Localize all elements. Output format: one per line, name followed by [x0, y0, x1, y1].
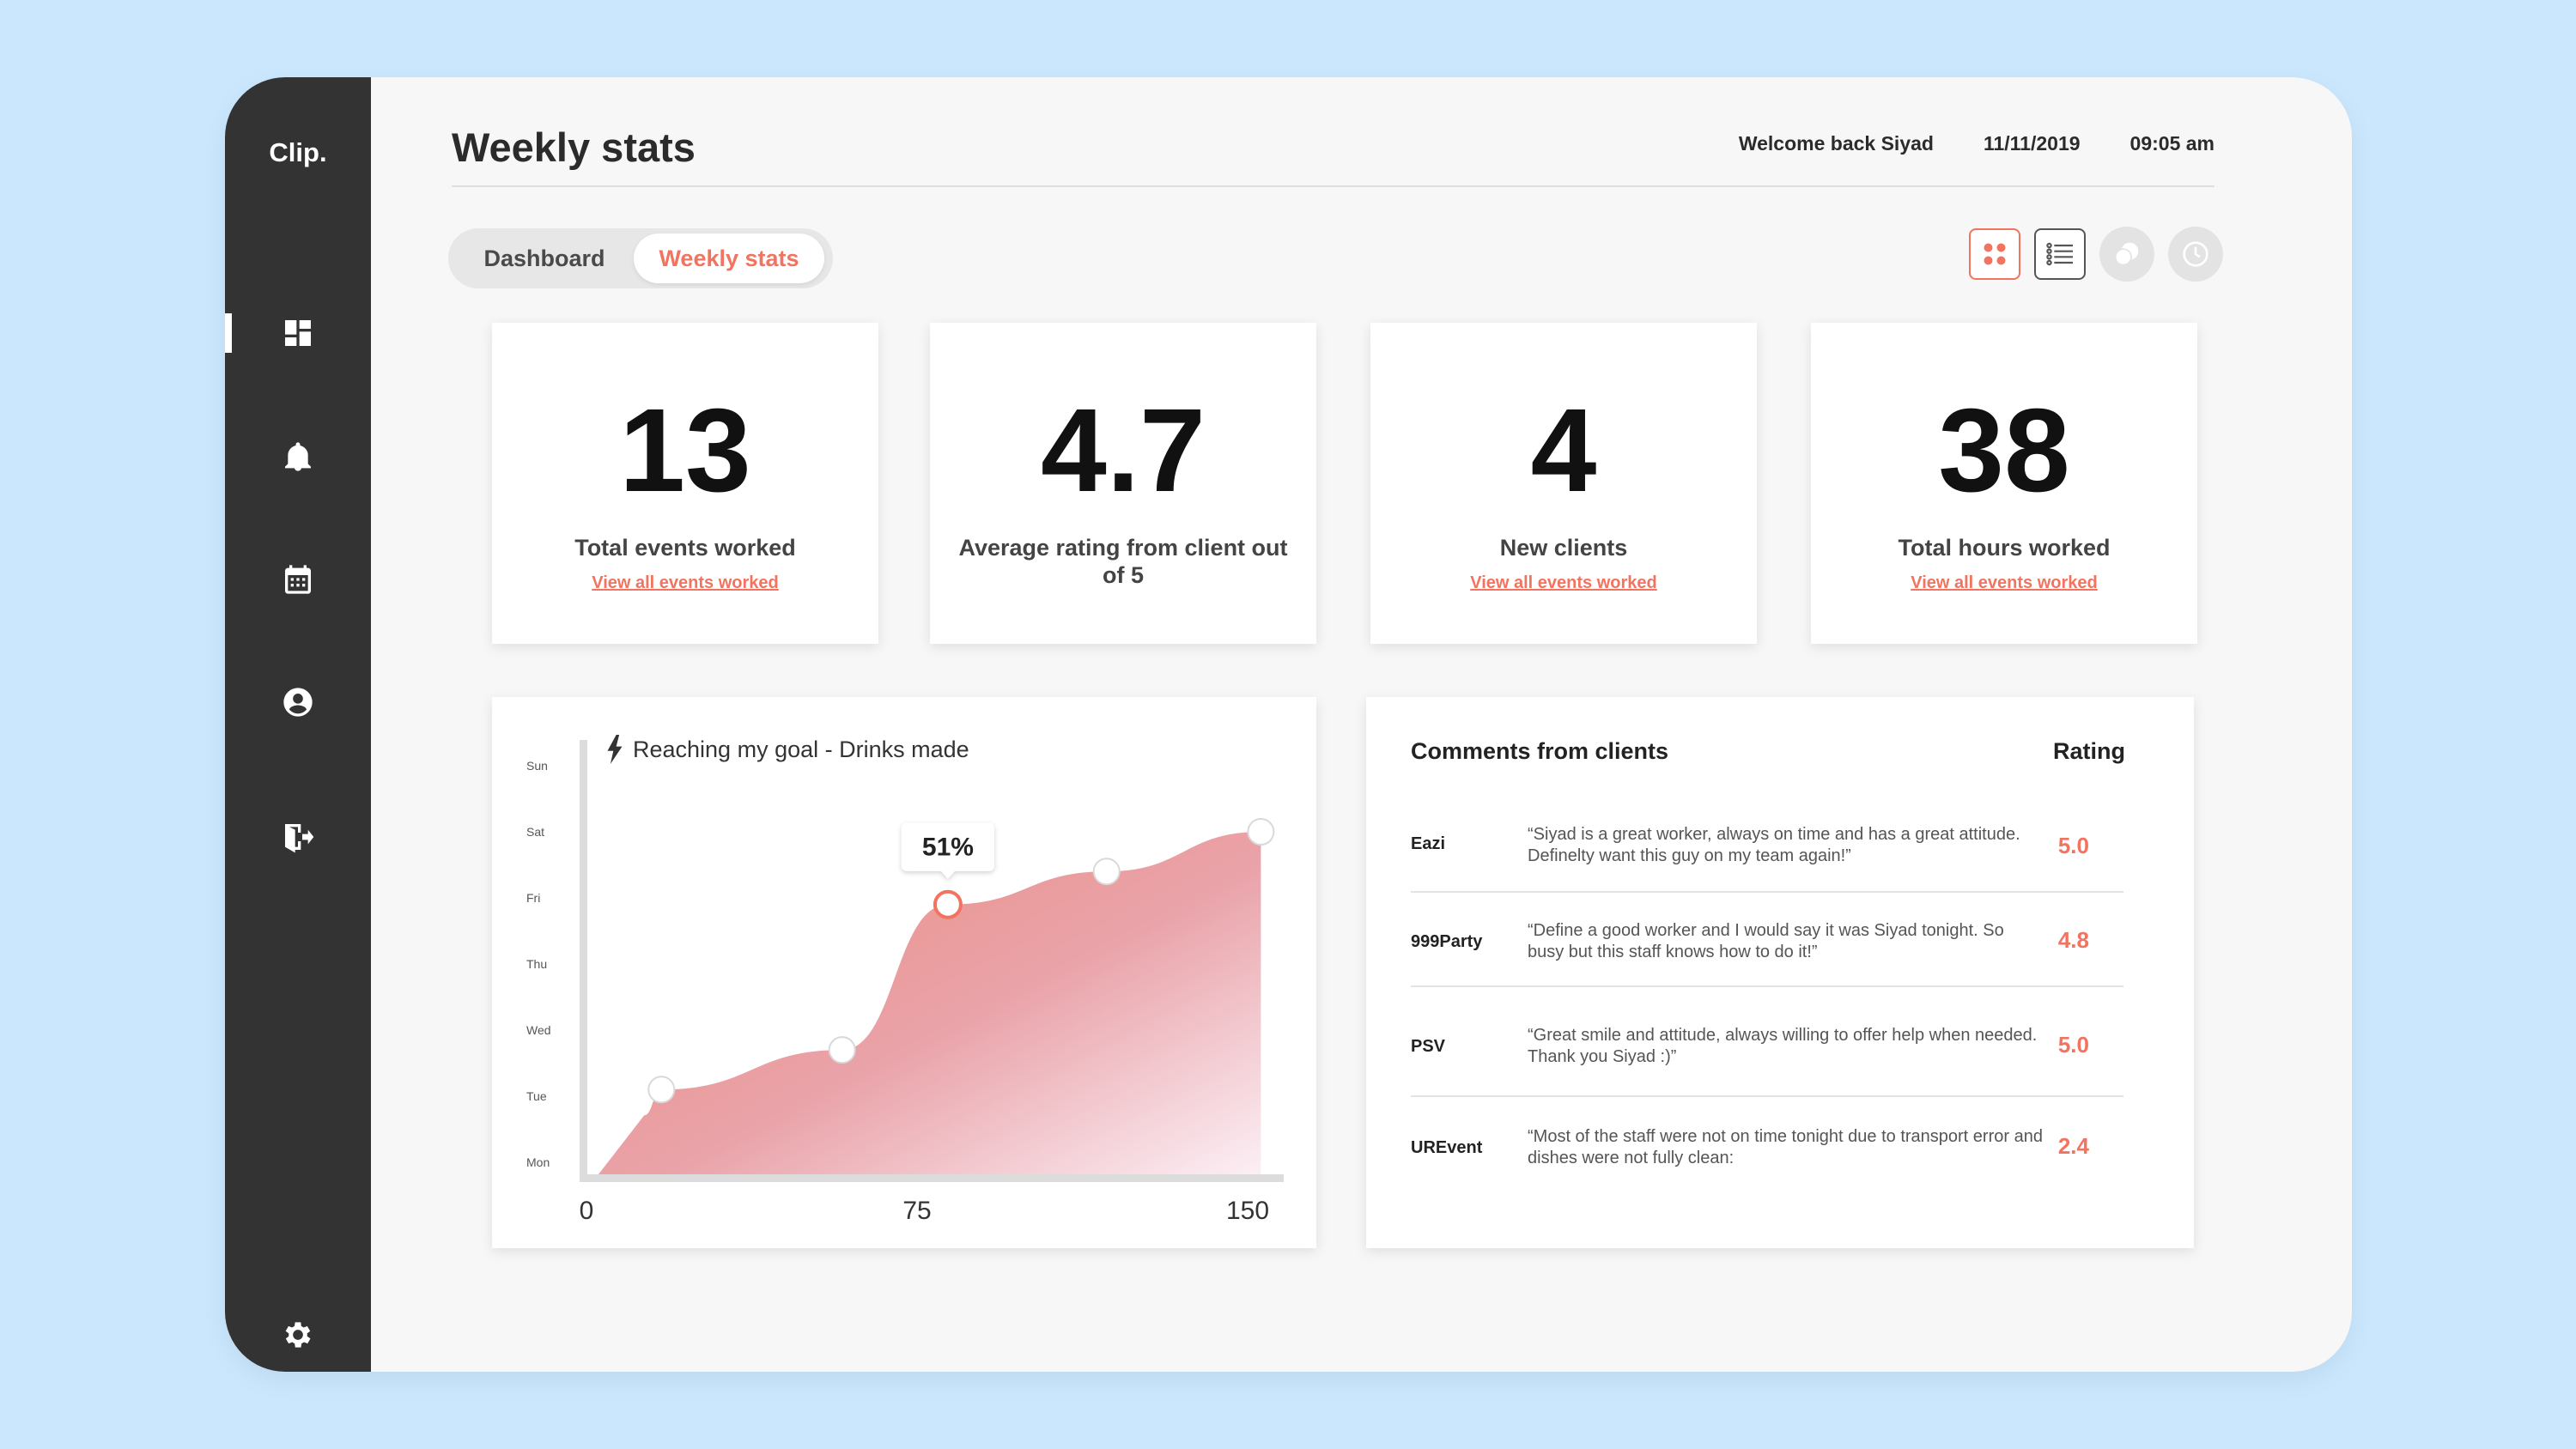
rating-header: Rating	[2053, 738, 2125, 764]
sidebar-item-calendar[interactable]	[225, 549, 371, 609]
comments-card: Comments from clients Rating Eazi “Siyad…	[1366, 697, 2194, 1248]
chat-icon	[2114, 242, 2139, 266]
y-tick-label: Thu	[526, 957, 547, 971]
y-tick-label: Wed	[526, 1023, 551, 1037]
chart-title-text: Reaching my goal - Drinks made	[633, 736, 969, 762]
view-toggle-group	[1969, 227, 2223, 282]
data-point	[933, 889, 963, 919]
logo: Clip.	[269, 137, 327, 167]
header-divider	[452, 185, 2215, 187]
sidebar-item-settings[interactable]	[225, 1305, 371, 1365]
x-tick-label: 75	[902, 1197, 931, 1225]
comment-client: UREvent	[1411, 1138, 1483, 1157]
y-tick-label: Sun	[526, 759, 548, 773]
stat-label: Total hours worked	[1898, 535, 2111, 561]
data-point	[1092, 858, 1121, 886]
comment-text: “Define a good worker and I would say it…	[1528, 921, 2004, 961]
annotation-tooltip	[901, 822, 994, 879]
comment-client: PSV	[1411, 1037, 1446, 1056]
goal-chart: Mon Tue Wed Thu Fri Sat Sun 0 75 150 51%	[526, 740, 1284, 1225]
header-info: Welcome back Siyad 11/11/2019 09:05 am	[1739, 132, 2215, 155]
stat-card-hours: 38 Total hours worked View all events wo…	[1811, 323, 2197, 644]
comment-row: UREvent “Most of the staff were not on t…	[1411, 1097, 2123, 1191]
logout-icon	[285, 824, 314, 853]
list-view-button[interactable]	[2034, 228, 2086, 280]
y-tick-label: Mon	[526, 1155, 550, 1169]
list-icon	[2046, 242, 2073, 266]
welcome-text: Welcome back Siyad	[1738, 132, 1934, 155]
sidebar-item-notifications[interactable]	[225, 427, 371, 487]
stat-label: New clients	[1499, 535, 1628, 561]
comment-text: “Siyad is a great worker, always on time…	[1528, 825, 2020, 865]
time-text: 09:05 am	[2129, 132, 2215, 155]
tab-weekly-stats[interactable]: Weekly stats	[634, 233, 824, 283]
lightning-icon	[607, 735, 623, 764]
data-point	[647, 1076, 676, 1104]
comment-row: Eazi “Siyad is a great worker, always on…	[1411, 798, 2123, 893]
stat-value: 13	[619, 385, 751, 517]
stat-card-events: 13 Total events worked View all events w…	[492, 323, 878, 644]
y-tick-label: Fri	[526, 891, 540, 905]
data-point	[1247, 818, 1275, 846]
grid-view-button[interactable]	[1969, 228, 2020, 280]
app-window: Clip.	[225, 77, 2352, 1372]
stat-value: 4	[1530, 385, 1597, 517]
dashboard-icon	[285, 320, 311, 346]
view-events-link[interactable]: View all events worked	[592, 573, 779, 592]
calendar-icon	[285, 565, 311, 594]
comment-client: 999Party	[1411, 932, 1483, 951]
tab-switcher: Dashboard Weekly stats	[448, 228, 833, 288]
x-axis-line	[580, 1174, 1284, 1182]
data-point	[828, 1036, 856, 1064]
area-series	[598, 832, 1261, 1174]
comment-text: “Most of the staff were not on time toni…	[1528, 1127, 2043, 1167]
stat-value: 4.7	[1041, 385, 1206, 517]
comment-rating: 5.0	[2057, 833, 2089, 858]
tooltip-label: 51%	[922, 834, 974, 862]
gear-icon	[285, 1322, 311, 1348]
stat-label: Total events worked	[574, 535, 796, 561]
y-axis-line	[580, 740, 587, 1182]
date-text: 11/11/2019	[1983, 132, 2081, 155]
stat-value: 38	[1938, 385, 2070, 517]
comment-text: “Great smile and attitude, always willin…	[1528, 1026, 2038, 1066]
comment-client: Eazi	[1411, 834, 1446, 853]
view-events-link[interactable]: View all events worked	[1470, 573, 1657, 592]
comment-rating: 4.8	[2057, 927, 2089, 953]
sidebar: Clip.	[225, 77, 371, 1372]
chat-view-button[interactable]	[2099, 227, 2154, 282]
clock-icon	[2183, 241, 2208, 267]
bell-icon	[285, 442, 311, 471]
clock-view-button[interactable]	[2168, 227, 2223, 282]
goal-chart-card: Mon Tue Wed Thu Fri Sat Sun 0 75 150 51% Reaching …	[492, 697, 1316, 1248]
y-tick-label: Sat	[526, 825, 544, 839]
sidebar-item-dashboard[interactable]	[225, 303, 371, 363]
sidebar-item-profile[interactable]	[225, 672, 371, 732]
chart-title: Reaching my goal - Drinks made	[605, 735, 969, 764]
main-content: Weekly stats Welcome back Siyad 11/11/20…	[371, 77, 2352, 1372]
grid-icon	[1984, 243, 2006, 265]
x-tick-label: 150	[1226, 1197, 1269, 1225]
comment-row: 999Party “Define a good worker and I wou…	[1411, 893, 2123, 987]
tab-dashboard[interactable]: Dashboard	[483, 245, 605, 271]
comment-rating: 5.0	[2057, 1032, 2089, 1058]
user-icon	[283, 688, 313, 717]
stat-label: Average rating from client out of 5	[958, 535, 1288, 588]
page-title: Weekly stats	[452, 124, 696, 170]
comments-title: Comments from clients	[1411, 738, 1669, 764]
stat-card-clients: 4 New clients View all events worked	[1370, 323, 1757, 644]
comment-row: PSV “Great smile and attitude, always wi…	[1411, 987, 2123, 1097]
comment-rating: 2.4	[2057, 1133, 2089, 1159]
tooltip-pointer	[939, 870, 956, 879]
view-events-link[interactable]: View all events worked	[1911, 573, 2098, 592]
tooltip-box	[901, 822, 994, 871]
y-tick-label: Tue	[526, 1089, 547, 1103]
x-tick-label: 0	[580, 1197, 594, 1225]
stat-card-rating: 4.7 Average rating from client out of 5	[930, 323, 1316, 644]
sidebar-item-logout[interactable]	[225, 807, 371, 867]
